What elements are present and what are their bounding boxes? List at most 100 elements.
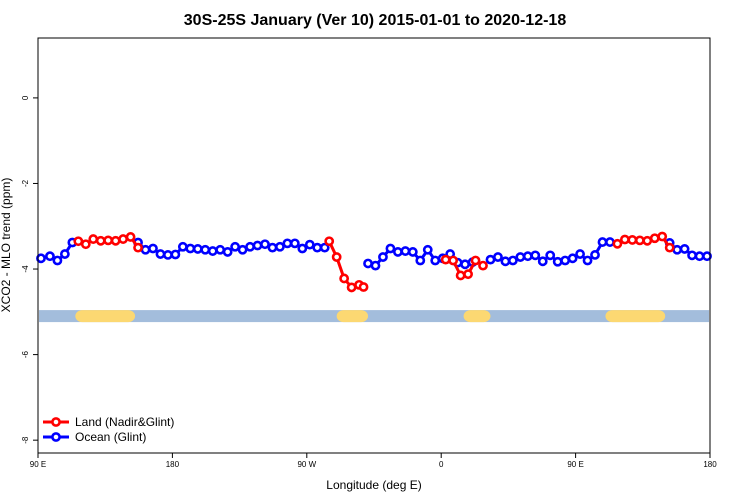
x-tick-label: 180 bbox=[703, 460, 717, 469]
x-tick-label: 180 bbox=[166, 460, 180, 469]
land-band-segment bbox=[463, 310, 491, 323]
y-axis-ticks: 0 -2 -4 -6 -8 bbox=[21, 95, 38, 444]
ocean-data-point bbox=[552, 256, 563, 267]
land-data-point bbox=[324, 236, 335, 247]
land-data-point bbox=[627, 235, 638, 245]
ocean-data-point bbox=[45, 251, 55, 262]
land-data-point bbox=[619, 234, 630, 245]
land-band-segment bbox=[336, 310, 369, 323]
land-data-point bbox=[478, 260, 488, 271]
legend: Land (Nadir&Glint)Ocean (Glint) bbox=[43, 415, 174, 444]
legend-ocean-label: Ocean (Glint) bbox=[75, 430, 146, 444]
ocean-data-point bbox=[297, 243, 308, 254]
ocean-data-point bbox=[267, 242, 278, 253]
land-data-point bbox=[80, 239, 91, 250]
land-data-point bbox=[448, 255, 459, 266]
land-data-point bbox=[642, 235, 653, 246]
ocean-data-point bbox=[312, 242, 323, 253]
land-band-segment bbox=[75, 310, 136, 323]
legend-ocean-marker bbox=[51, 432, 61, 442]
ocean-data-point bbox=[672, 244, 683, 255]
ocean-data-point bbox=[370, 260, 381, 271]
ocean-data-point bbox=[485, 254, 496, 265]
ocean-data-point bbox=[177, 241, 188, 252]
ocean-data-point bbox=[363, 258, 373, 269]
ocean-data-point bbox=[500, 256, 511, 267]
ocean-data-point bbox=[215, 244, 226, 255]
ocean-data-point bbox=[530, 250, 541, 261]
ocean-data-point bbox=[422, 244, 433, 255]
land-data-point bbox=[664, 242, 675, 253]
ocean-data-point bbox=[679, 244, 690, 254]
ocean-data-point bbox=[507, 255, 518, 266]
x-tick-label: 90 E bbox=[567, 460, 583, 469]
ocean-data-point bbox=[515, 252, 526, 262]
land-data-point bbox=[95, 235, 106, 246]
ocean-band bbox=[39, 310, 709, 323]
ocean-data-point bbox=[59, 249, 70, 259]
ocean-data-point bbox=[430, 255, 441, 266]
land-data-point bbox=[110, 235, 121, 246]
land-data-point bbox=[133, 242, 143, 253]
ocean-data-point bbox=[275, 241, 285, 252]
ocean-data-point bbox=[605, 237, 615, 247]
ocean-data-point bbox=[289, 238, 300, 249]
ocean-data-point bbox=[155, 249, 166, 259]
ocean-data-point bbox=[282, 238, 293, 249]
ocean-data-point bbox=[522, 251, 533, 262]
ocean-data-point bbox=[237, 244, 248, 255]
legend-land-label: Land (Nadir&Glint) bbox=[75, 415, 174, 429]
ocean-data-point bbox=[702, 251, 712, 262]
ocean-data-point bbox=[148, 243, 158, 254]
ocean-data-point bbox=[36, 253, 46, 264]
y-axis-label: XCO2 - MLO trend (ppm) bbox=[0, 178, 13, 313]
land-data-point bbox=[103, 235, 114, 246]
ocean-data-point bbox=[560, 255, 571, 266]
ocean-data-point bbox=[493, 252, 503, 262]
plot-frame bbox=[37, 37, 711, 454]
y-tick-label: -2 bbox=[21, 179, 30, 187]
ocean-data-point bbox=[590, 250, 600, 260]
land-data-point bbox=[125, 232, 136, 242]
land-data-point bbox=[331, 252, 342, 262]
land-data-point bbox=[612, 238, 623, 249]
ocean-data-point bbox=[230, 241, 241, 252]
ocean-data-point bbox=[537, 256, 548, 267]
plot-series bbox=[36, 231, 712, 293]
ocean-data-point bbox=[140, 244, 151, 255]
land-data-point bbox=[358, 282, 369, 292]
ocean-data-point bbox=[597, 237, 608, 247]
ocean-data-point bbox=[392, 247, 403, 257]
ocean-data-point bbox=[400, 246, 411, 256]
x-tick-label: 0 bbox=[439, 460, 444, 469]
ocean-data-point bbox=[407, 247, 418, 257]
ocean-data-point bbox=[687, 250, 697, 261]
land-data-point bbox=[455, 270, 466, 281]
ocean-data-point bbox=[245, 241, 255, 252]
land-data-point bbox=[73, 236, 84, 247]
ocean-data-point bbox=[378, 252, 388, 262]
land-data-point bbox=[463, 269, 473, 280]
surface-band bbox=[39, 310, 709, 323]
land-data-point bbox=[88, 234, 99, 244]
x-axis-label: Longitude (deg E) bbox=[326, 478, 421, 492]
y-tick-label: -4 bbox=[21, 265, 30, 273]
land-data-point bbox=[634, 235, 645, 246]
ocean-data-point bbox=[567, 253, 578, 264]
land-data-point bbox=[339, 273, 350, 284]
ocean-data-point bbox=[304, 239, 315, 250]
ocean-data-point bbox=[694, 251, 705, 262]
ocean-data-point bbox=[222, 247, 233, 257]
ocean-data-point bbox=[582, 255, 593, 266]
ocean-data-point bbox=[52, 255, 63, 266]
ocean-data-point bbox=[200, 244, 211, 255]
x-tick-label: 90 E bbox=[30, 460, 46, 469]
land-band-segment bbox=[605, 310, 666, 323]
ocean-data-point bbox=[460, 259, 470, 270]
ocean-data-point bbox=[575, 249, 585, 259]
ocean-data-point bbox=[252, 240, 263, 251]
ocean-data-point bbox=[170, 249, 181, 260]
ocean-data-point bbox=[192, 244, 203, 254]
x-axis-ticks: 90 E 180 90 W 0 90 E 180 bbox=[30, 453, 717, 469]
